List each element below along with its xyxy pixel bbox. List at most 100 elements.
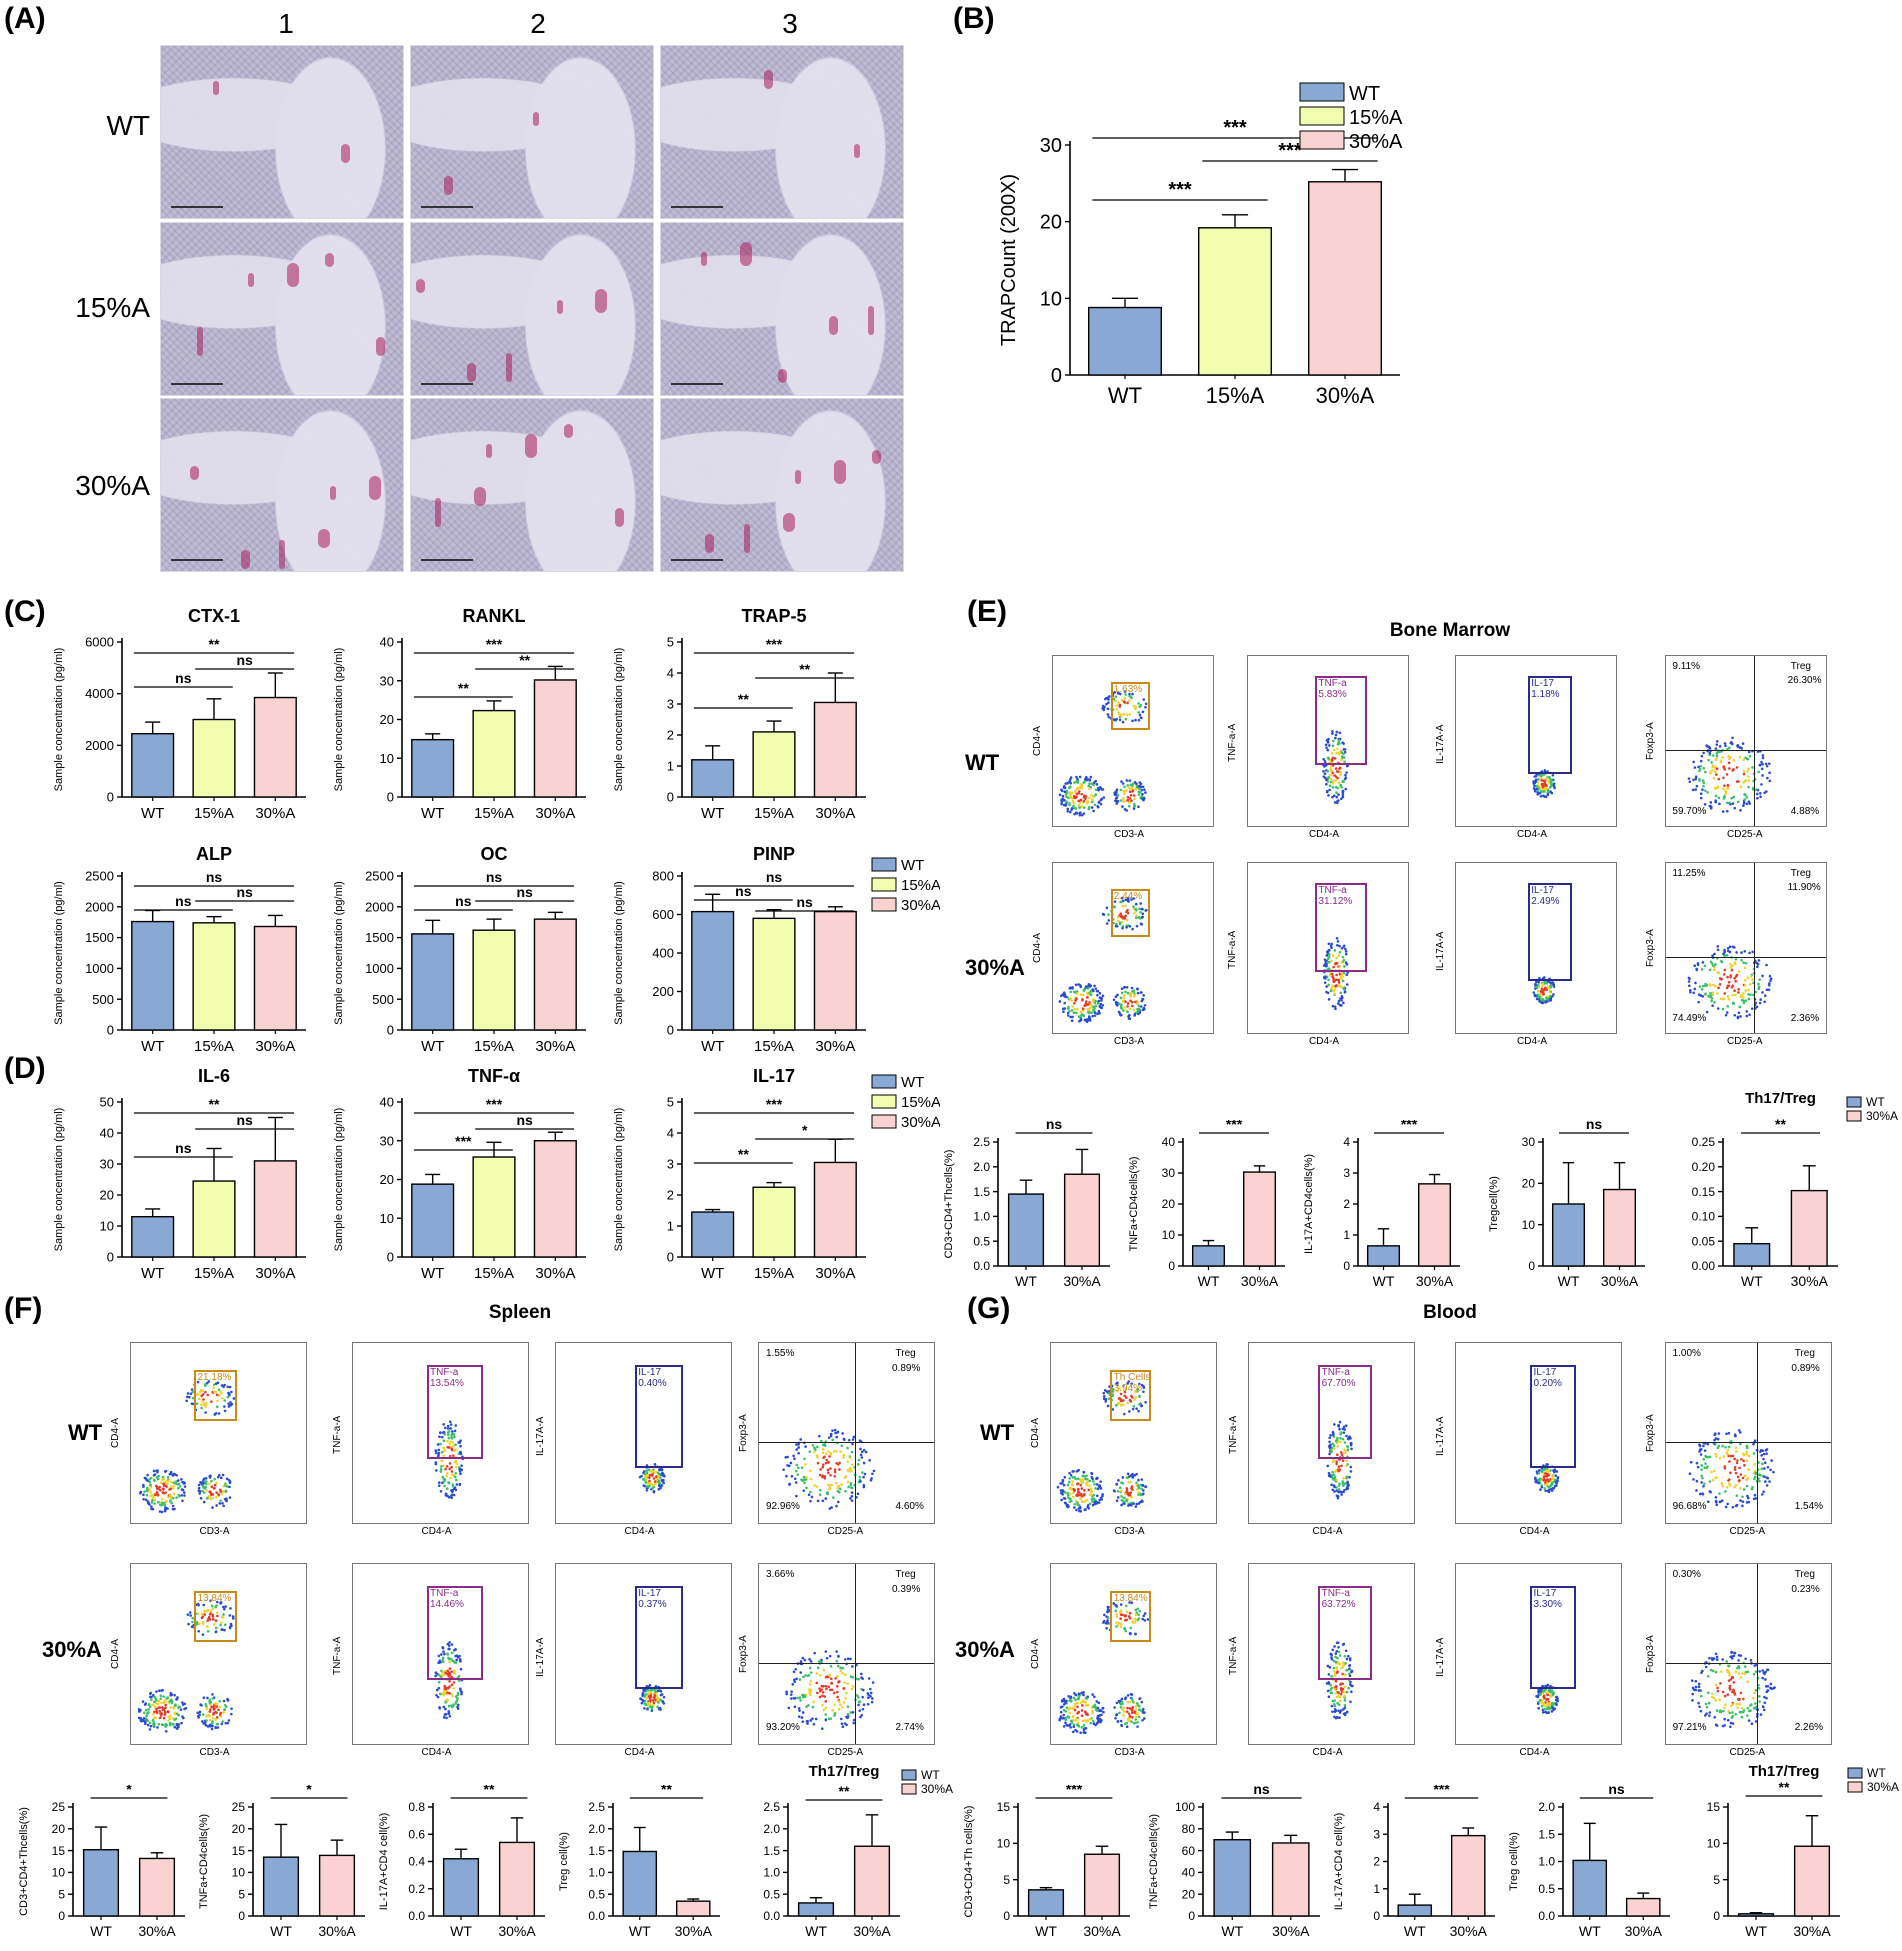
y-tick-label: 2.0 (763, 1822, 780, 1836)
y-tick-label: 20 (380, 712, 394, 727)
trap-stain (701, 252, 708, 267)
y-axis-label: CD3+CD4+Thcells(%) (943, 1150, 955, 1259)
x-tick-label: WT (270, 1923, 292, 1939)
y-axis-label-cd4: CD4-A (1032, 725, 1043, 756)
y-tick-label: 3 (1373, 1827, 1380, 1841)
y-axis-label: CD3+CD4+Th cells(%) (963, 1806, 975, 1918)
bar-30pctA (253, 1160, 297, 1258)
event-cloud (1101, 896, 1148, 931)
trap-stain (739, 242, 752, 267)
trap-stain (505, 353, 512, 383)
x-tick-label: 30%A (255, 1038, 295, 1055)
trap-stain (486, 444, 493, 459)
y-axis-label-cd4: CD4-A (110, 1417, 121, 1448)
legend-label: 30%A (1349, 131, 1403, 153)
bm-tnf-chart: 0 10 20 30 40 TNFa+CD4cells(%) WT 30%A *** (1128, 1120, 1285, 1289)
bar-WT (131, 920, 175, 1031)
x-tick-label: WT (1741, 1273, 1763, 1289)
bar-WT (131, 733, 175, 798)
x-tick-label: WT (421, 1038, 444, 1055)
quadrant-treg-value: 26.30% (1787, 674, 1822, 686)
event-cloud (196, 1693, 233, 1731)
trap-stain (782, 513, 795, 533)
blood-tnf-chart: 0 20 40 60 80 100 TNFa+CD4cells(%) WT 30%A ns (1148, 1785, 1320, 1939)
trap-stain (595, 289, 608, 314)
y-tick-label: 5 (1713, 1873, 1720, 1887)
oc-chart: OC 0 500 1000 1500 2000 2500 Sample concentrati… (333, 844, 586, 1055)
bar-30pctA (853, 1845, 891, 1917)
y-tick-label: 0 (667, 1023, 674, 1038)
bar-15pctA (752, 917, 796, 1031)
gate-label: 0.40% (638, 1377, 667, 1389)
trap-stain (833, 460, 846, 485)
event-cloud (197, 1473, 232, 1509)
micrograph-r1-c3 (660, 45, 904, 219)
trap-stain (829, 316, 839, 336)
event-cloud (1325, 1641, 1354, 1720)
legend-swatch (871, 897, 897, 912)
chart-title: Th17/Treg (1749, 1763, 1820, 1780)
micrograph-r2-c2 (410, 222, 654, 396)
chart-title: IL-6 (198, 1066, 230, 1086)
trap-stain (474, 487, 487, 507)
y-tick-label: 0.05 (1692, 1234, 1716, 1248)
y-axis-label: Sample concentration (pg/ml) (53, 1108, 65, 1252)
x-axis-label-cd25: CD25-A (1729, 1526, 1766, 1537)
flow-E-0-cd3-cd4: 1.63% (1052, 655, 1214, 827)
event-cloud (782, 1428, 876, 1510)
flow-F-0-tnf: TNF-a 13.54% (352, 1342, 529, 1524)
legend-label: 30%A (1866, 1109, 1898, 1123)
sig-label: ns (236, 884, 253, 900)
legend-swatch (1299, 106, 1345, 126)
quadrant-treg-label: Treg (895, 1569, 916, 1581)
bar-15pctA (1197, 227, 1272, 376)
y-tick-label: 2 (1373, 1855, 1380, 1869)
event-cloud (1321, 730, 1350, 805)
quadrant-q_ll: 92.96% (766, 1501, 800, 1513)
chart-title: Th17/Treg (1745, 1090, 1816, 1107)
y-tick-label: 2.5 (763, 1800, 780, 1814)
scale-bar (421, 383, 473, 389)
y-tick-label: 60 (1182, 1844, 1196, 1858)
y-tick-label: 0.5 (1538, 1882, 1555, 1896)
flow-f-row-wt: WT (68, 1420, 103, 1445)
sig-label: ns (1586, 1120, 1603, 1132)
sig-label: ns (516, 1112, 533, 1128)
y-axis-label-tnf: TNF-a-A (332, 1415, 343, 1454)
sig-label: ns (175, 893, 192, 909)
x-tick-label: WT (1221, 1923, 1243, 1939)
trap-stain (416, 279, 426, 294)
legend-swatch (1299, 130, 1345, 150)
blood-il17-chart: 0 1 2 3 4 IL-17A+CD4 cell(%) WT 30%A *** (1333, 1785, 1495, 1939)
quadrant-q_lr: 1.54% (1794, 1501, 1824, 1513)
quadrant-line-h (1666, 956, 1826, 958)
il17-gate (634, 1364, 683, 1468)
quadrant-q_ul: 1.55% (766, 1348, 795, 1360)
quadrant-treg-value: 0.39% (892, 1583, 921, 1595)
bar-15pctA (192, 718, 236, 798)
legend-swatch (1299, 82, 1345, 102)
flow-F-1-tnf: TNF-a 14.46% (352, 1563, 529, 1745)
bar-30pctA (1308, 181, 1383, 376)
legend-label: 30%A (901, 897, 940, 914)
y-tick-label: 0.5 (763, 1887, 780, 1901)
quadrant-treg-label: Treg (895, 1348, 916, 1360)
y-axis-label: Sample concentration (pg/ml) (53, 881, 65, 1025)
gate-label: 2.49% (1531, 896, 1560, 908)
tnfa-chart: TNF-α 0 10 20 30 40 Sample concentration (pg/m… (333, 1066, 586, 1282)
micrograph-r1-c2 (410, 45, 654, 219)
legend-swatch (901, 1783, 917, 1795)
x-axis-label-cd4: CD4-A (624, 1526, 655, 1537)
y-tick-label: 3 (1343, 1166, 1350, 1180)
y-axis-label: TNFa+CD4cells(%) (1128, 1156, 1140, 1251)
gate-label: 63.72% (1321, 1598, 1356, 1610)
x-tick-label: WT (1404, 1923, 1426, 1939)
y-tick-label: 1.5 (763, 1844, 780, 1858)
y-tick-label: 2000 (85, 899, 114, 914)
blood-th-cells-chart: 0 5 10 15 CD3+CD4+Th cells(%) WT 30%A *** (963, 1785, 1130, 1939)
sig-label: * (802, 1122, 808, 1138)
y-axis-label: Sample concentration (pg/ml) (333, 881, 345, 1025)
y-tick-label: 30 (380, 673, 394, 688)
x-tick-label: 30%A (815, 805, 855, 822)
x-tick-label: WT (421, 805, 444, 822)
